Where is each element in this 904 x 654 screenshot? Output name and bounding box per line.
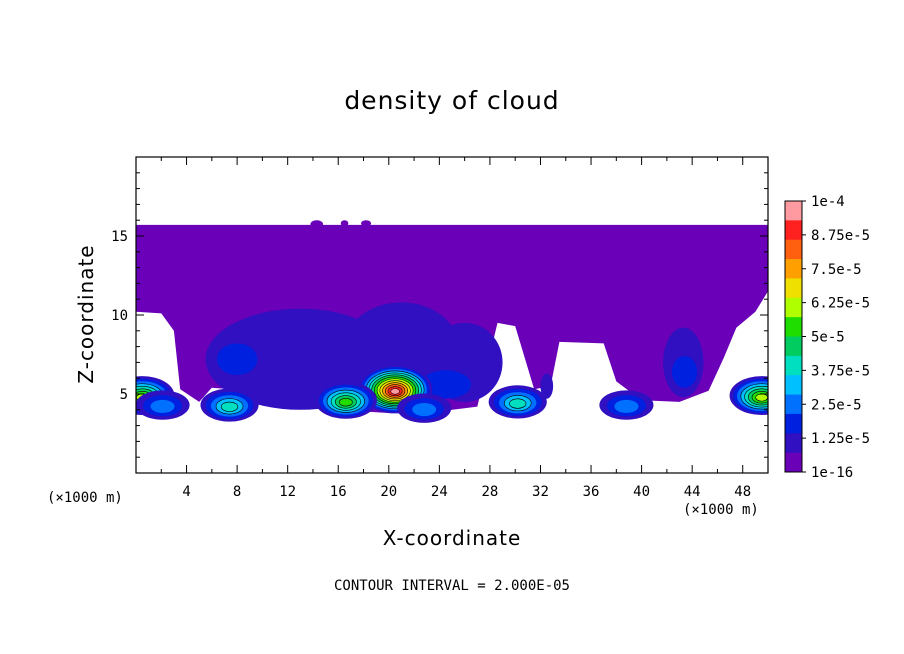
colorbar-label: 5e-5	[811, 330, 845, 346]
colorbar-swatch	[785, 413, 802, 434]
cloud-fragment	[360, 220, 372, 227]
colorbar-swatch	[785, 355, 802, 376]
x-tick-label: 48	[734, 484, 751, 500]
x-tick-label: 28	[481, 484, 498, 500]
y-tick-label: 10	[111, 308, 128, 324]
x-tick-label: 32	[532, 484, 549, 500]
x-tick-label: 44	[684, 484, 701, 500]
colorbar-swatch	[785, 375, 802, 395]
colorbar-swatch	[785, 394, 802, 415]
x-tick-label: 16	[330, 484, 347, 500]
colorbar-label: 3.75e-5	[811, 363, 870, 379]
density-field	[136, 220, 768, 423]
colorbar-swatch	[785, 278, 802, 299]
contour-interval-note: CONTOUR INTERVAL = 2.000E-05	[333, 578, 570, 594]
cloud-fragment	[340, 220, 349, 227]
x-tick-label: 8	[233, 484, 241, 500]
x-tick-label: 12	[279, 484, 296, 500]
cloud-fragment	[310, 220, 324, 229]
colorbar-swatch	[785, 297, 802, 318]
x-axis: 4 8 12 16 20 24 28 32 36 40 44 48	[160, 157, 751, 500]
colorbar-label: 1.25e-5	[811, 431, 870, 447]
x-tick-label: 24	[431, 484, 448, 500]
colorbar-label: 8.75e-5	[811, 228, 870, 244]
y-axis: 5 10 15	[111, 172, 768, 458]
y-tick-label: 15	[111, 229, 128, 245]
colorbar: 1e-4 8.75e-5 7.5e-5 6.25e-5 5e-5 3.75e-5 2.5e-…	[784, 194, 870, 481]
colorbar-swatch	[785, 336, 802, 357]
x-tick-label: 40	[633, 484, 650, 500]
colorbar-swatch	[785, 201, 802, 221]
cloud-blob-level	[755, 393, 768, 402]
cloud-structure-level-3	[420, 370, 471, 399]
colorbar-swatch	[785, 239, 802, 260]
cloud-structure-level-3	[671, 356, 698, 388]
colorbar-label: 1e-16	[811, 465, 853, 481]
colorbar-swatch	[785, 259, 802, 279]
colorbar-swatch	[785, 317, 802, 337]
cloud-structure-level-2	[540, 373, 554, 399]
colorbar-label: 1e-4	[811, 194, 845, 210]
cloud-blob-level	[390, 388, 400, 395]
y-axis-label: Z-coordinate	[74, 244, 98, 384]
x-tick-label: 36	[583, 484, 600, 500]
x-unit-label-left: (×1000 m)	[47, 490, 123, 506]
cloud-blob-level	[412, 403, 437, 417]
x-tick-label: 4	[182, 484, 190, 500]
cloud-blob-level	[338, 397, 353, 407]
colorbar-swatch	[785, 433, 802, 454]
y-tick-label: 5	[120, 387, 128, 403]
cloud-structure-level-3	[216, 343, 258, 376]
colorbar-label: 2.5e-5	[811, 397, 862, 413]
colorbar-label: 6.25e-5	[811, 296, 870, 312]
cloud-blob-level	[509, 398, 527, 409]
cloud-blob-level	[220, 401, 239, 412]
colorbar-label: 7.5e-5	[811, 262, 862, 278]
cloud-blob-level	[150, 399, 175, 413]
x-tick-label: 20	[380, 484, 397, 500]
cloud-blob-level	[614, 399, 639, 413]
colorbar-swatch	[785, 220, 802, 241]
x-unit-label-right: (×1000 m)	[683, 502, 759, 518]
x-axis-label: X-coordinate	[382, 526, 522, 550]
colorbar-swatch	[785, 452, 802, 473]
chart-title: density of cloud	[344, 86, 560, 115]
